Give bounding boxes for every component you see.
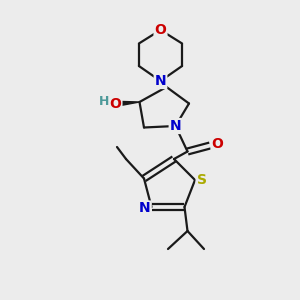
Text: N: N bbox=[170, 119, 181, 133]
Text: N: N bbox=[155, 74, 166, 88]
Text: H: H bbox=[99, 94, 110, 108]
Text: S: S bbox=[196, 173, 207, 187]
Text: N: N bbox=[139, 202, 151, 215]
Text: O: O bbox=[154, 23, 166, 37]
Polygon shape bbox=[159, 80, 166, 87]
Text: O: O bbox=[110, 97, 122, 110]
Polygon shape bbox=[120, 101, 140, 106]
Text: O: O bbox=[212, 137, 224, 151]
